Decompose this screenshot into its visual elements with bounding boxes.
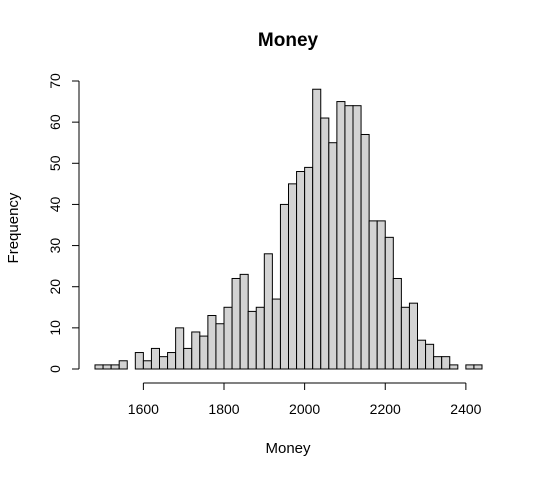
histogram-bar xyxy=(288,183,298,370)
histogram-bar xyxy=(110,364,120,370)
histogram-bar xyxy=(239,273,249,370)
x-tick-label: 2400 xyxy=(450,401,481,417)
x-axis-label: Money xyxy=(265,440,311,457)
histogram-bar xyxy=(183,347,193,370)
histogram-bar xyxy=(449,364,459,370)
histogram-bar xyxy=(368,220,378,370)
histogram-bar xyxy=(408,302,418,370)
y-tick-label: 50 xyxy=(47,155,63,171)
x-tick-label: 1600 xyxy=(128,401,159,417)
y-tick-label: 20 xyxy=(47,279,63,295)
histogram-bar xyxy=(441,356,451,370)
histogram-bar xyxy=(118,360,128,370)
histogram-bar xyxy=(279,203,289,370)
histogram-bar xyxy=(352,105,362,370)
bars-group xyxy=(94,88,483,370)
histogram-bar xyxy=(231,277,241,370)
y-tick-label: 10 xyxy=(47,320,63,336)
y-axis-label: Frequency xyxy=(5,192,22,263)
histogram-bar xyxy=(255,306,265,370)
histogram-bar xyxy=(142,360,152,370)
histogram-bar xyxy=(191,331,201,370)
histogram-bar xyxy=(433,356,443,370)
histogram-bar xyxy=(320,117,330,370)
histogram-bar xyxy=(150,347,160,370)
histogram-bar xyxy=(215,323,225,370)
histogram-bar xyxy=(417,339,427,370)
histogram-bar xyxy=(159,356,169,370)
histogram-bar xyxy=(247,310,257,370)
x-tick-label: 2200 xyxy=(370,401,401,417)
histogram-bar xyxy=(167,352,177,370)
x-tick-label: 2000 xyxy=(289,401,320,417)
histogram-bar xyxy=(263,253,273,370)
histogram-bar xyxy=(376,220,386,370)
y-tick-label: 70 xyxy=(47,73,63,89)
histogram-bar xyxy=(312,88,322,370)
histogram-bar xyxy=(304,166,314,370)
histogram-bar xyxy=(134,352,144,370)
y-tick-label: 0 xyxy=(47,365,63,373)
histogram-bar xyxy=(199,335,209,370)
histogram-bar xyxy=(400,306,410,370)
y-axis: 0 10 20 30 40 50 60 70 xyxy=(47,73,80,373)
x-axis: 1600 1800 2000 2200 2400 xyxy=(128,382,482,417)
histogram-bar xyxy=(271,298,281,370)
x-tick-label: 1800 xyxy=(208,401,239,417)
histogram-bar xyxy=(465,364,475,370)
histogram-bar xyxy=(392,277,402,370)
histogram-bar xyxy=(102,364,112,370)
histogram-bar xyxy=(384,236,394,370)
histogram-bar xyxy=(336,101,346,370)
histogram-bar xyxy=(94,364,104,370)
histogram-bar xyxy=(175,327,185,370)
y-tick-label: 40 xyxy=(47,196,63,212)
histogram-bar xyxy=(296,171,306,370)
histogram-bar xyxy=(360,133,370,370)
histogram-bar xyxy=(207,315,217,370)
histogram-bar xyxy=(473,364,483,370)
histogram-bar xyxy=(223,306,233,370)
y-tick-label: 30 xyxy=(47,238,63,254)
y-tick-label: 60 xyxy=(47,114,63,130)
histogram-bar xyxy=(425,343,435,370)
chart-title: Money xyxy=(258,30,319,51)
histogram-bar xyxy=(344,105,354,370)
histogram-bar xyxy=(328,142,338,370)
